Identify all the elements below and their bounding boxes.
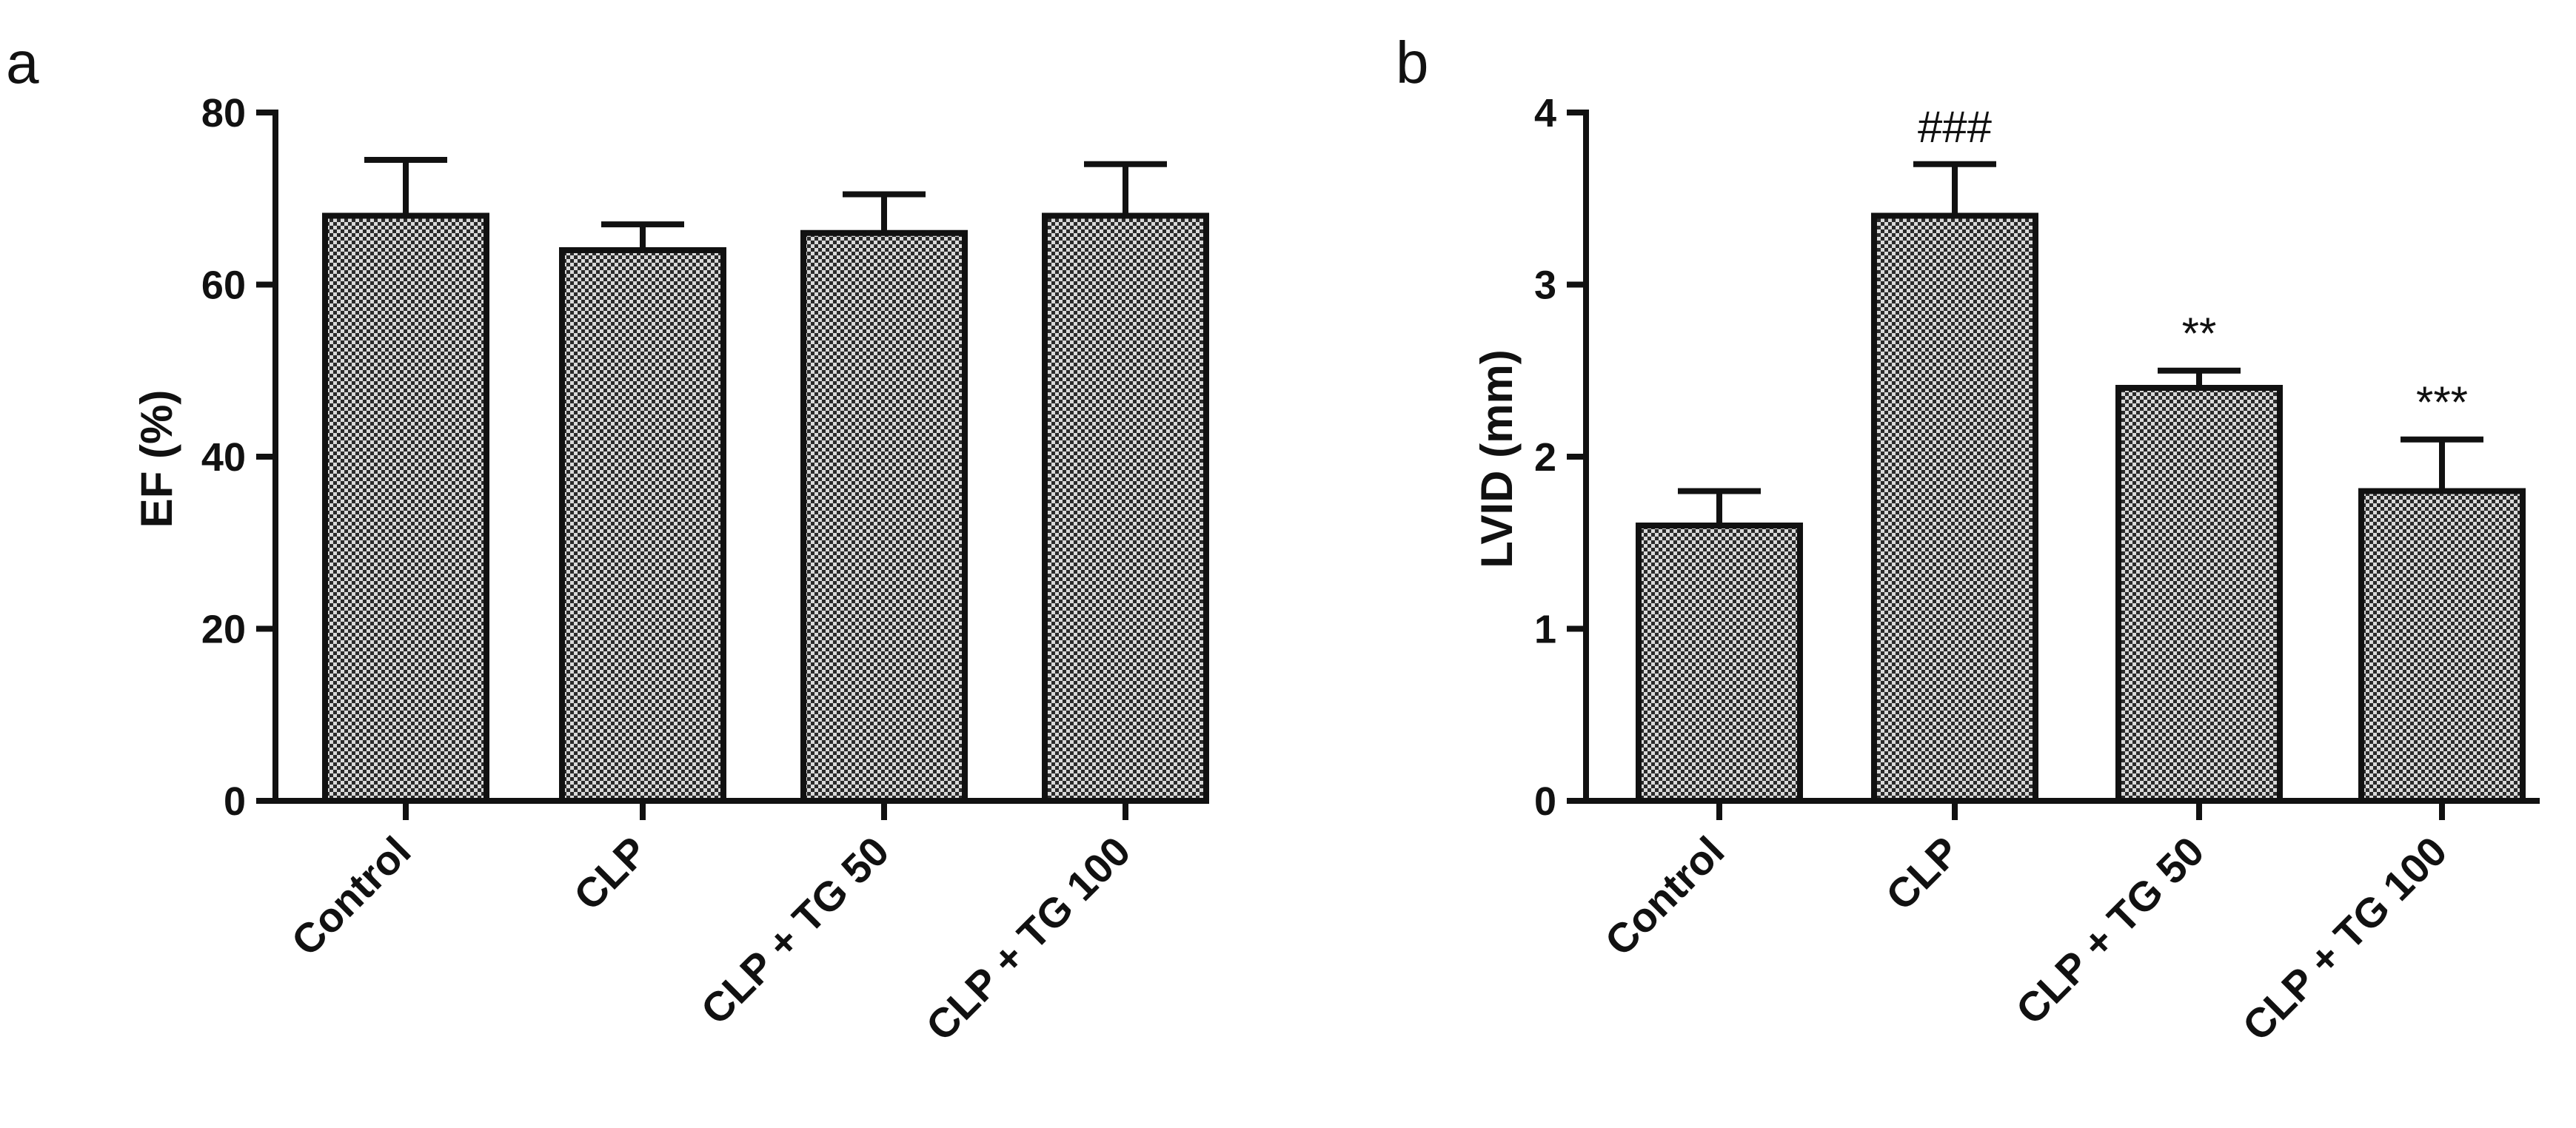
panel-a-y-tick-label-0: 0	[224, 779, 246, 824]
panel-b-category-label-1: CLP	[1877, 827, 1969, 919]
panel-b-letter: b	[1396, 30, 1429, 95]
panel-b-bar-1	[1871, 212, 2038, 804]
panel-b-bar-2	[2115, 385, 2283, 804]
panel-a-y-axis-title: EF (%)	[132, 390, 181, 528]
panel-a-letter: a	[6, 30, 39, 95]
panel-b-y-tick-label-3: 3	[1534, 263, 1556, 308]
panel-b-bar-3	[2358, 488, 2526, 804]
panel-b-category-label-2: CLP + TG 50	[2007, 827, 2212, 1033]
panel-a-bar-1	[559, 247, 726, 804]
panel-b-y-tick-label-4: 4	[1534, 91, 1556, 135]
panel-b-significance-label-1: ###	[1918, 102, 1993, 152]
panel-a-category-label-2: CLP + TG 50	[692, 827, 897, 1033]
panel-b-category-label-0: Control	[1596, 827, 1733, 964]
panel-a-category-label-1: CLP	[565, 827, 657, 919]
panel-a-y-tick-label-2: 40	[201, 435, 246, 480]
panel-a-y-tick-label-4: 80	[201, 91, 246, 135]
panel-b-y-tick-label-2: 2	[1534, 435, 1556, 480]
panel-a-bar-3	[1042, 212, 1209, 804]
panel-a-category-label-3: CLP + TG 100	[917, 827, 1139, 1050]
panel-a-bar-0	[322, 212, 489, 804]
panel-a-y-tick-label-1: 20	[201, 608, 246, 652]
panel-b-category-label-3: CLP + TG 100	[2233, 827, 2455, 1050]
panel-b-y-tick-label-0: 0	[1534, 779, 1556, 824]
panel-b-significance-label-3: ***	[2416, 377, 2468, 427]
panel-b-y-axis-title: LVID (mm)	[1472, 349, 1522, 568]
panel-b-bar-0	[1636, 523, 1803, 804]
panel-a-chart: a EF (%) 0 20 40 60 80 Control CLP CLP + TG 50 C…	[6, 30, 1209, 1050]
panel-b-y-tick-label-1: 1	[1534, 608, 1556, 652]
panel-b-significance-label-2: **	[2182, 309, 2217, 358]
panel-a-category-label-0: Control	[282, 827, 419, 964]
panel-a-bar-2	[800, 229, 968, 804]
panel-a-y-tick-label-3: 60	[201, 263, 246, 308]
